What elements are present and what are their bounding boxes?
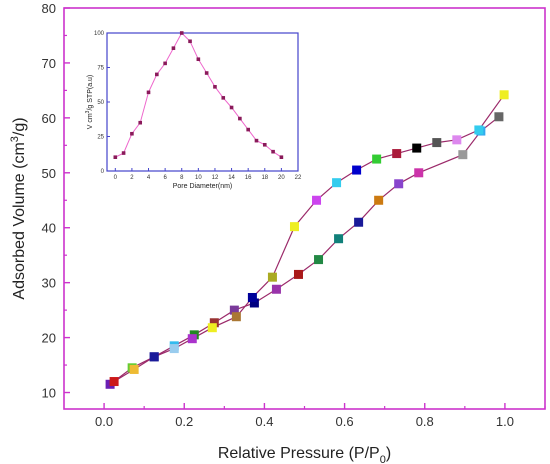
inset-point — [121, 151, 126, 155]
series-2-point — [267, 272, 277, 282]
inset-point — [271, 149, 275, 154]
series-2-point — [372, 154, 382, 164]
series-2-point — [169, 344, 179, 354]
series-1-point — [394, 179, 404, 189]
inset-chart: 0 2 4 6 8 10 12 14 16 18 20 22 0 25 50 75 100 Pore Diamet… — [85, 31, 302, 190]
series-2-point — [231, 312, 241, 322]
series-2-point — [474, 125, 484, 135]
inset-point — [262, 142, 267, 147]
inset-x-tick-label: 14 — [228, 175, 235, 181]
inset-point — [155, 72, 159, 77]
series-2-point — [392, 149, 402, 159]
inset-y-tick-label: 100 — [94, 31, 105, 37]
series-1-point — [334, 234, 344, 244]
series-1-point — [249, 298, 259, 308]
x-tick-label: 0.4 — [255, 414, 273, 429]
series-1-point — [271, 284, 281, 294]
inset-x-tick-label: 8 — [180, 175, 184, 181]
x-tick-label: 0.0 — [95, 414, 113, 429]
y-tick-label: 40 — [42, 221, 56, 236]
inset-x-tick-label: 10 — [195, 175, 202, 181]
series-2-point — [312, 195, 322, 205]
x-tick-label: 0.8 — [416, 414, 434, 429]
series-2-point — [332, 178, 342, 188]
inset-point — [113, 155, 118, 159]
series-1-point — [414, 168, 424, 178]
y-tick-label: 80 — [42, 1, 56, 16]
inset-y-axis-label: V cm3/g STP(a.u) — [85, 75, 94, 130]
x-tick-label: 0.6 — [336, 414, 354, 429]
inset-x-tick-label: 6 — [163, 175, 167, 181]
inset-point — [171, 46, 176, 50]
series-1-point — [314, 255, 324, 265]
series-1-point — [458, 150, 468, 160]
series-2-point — [247, 292, 257, 302]
series-1-point — [494, 112, 504, 122]
inset-frame — [106, 32, 299, 172]
series-2-point — [432, 138, 442, 148]
series-1-point — [374, 195, 384, 205]
series-2-point — [207, 323, 217, 333]
series-2-point — [412, 143, 422, 153]
inset-point — [196, 57, 201, 62]
inset-y-tick-label: 75 — [97, 66, 104, 72]
y-axis-label: Adsorbed Volume (cm3/g) — [9, 117, 28, 299]
inset-x-tick-label: 12 — [212, 175, 219, 181]
inset-point — [204, 71, 209, 75]
inset-y-tick-label: 25 — [97, 135, 104, 141]
series-2-point — [109, 377, 119, 387]
inset-x-tick-label: 20 — [278, 175, 285, 181]
inset-point — [163, 61, 167, 66]
series-2-point — [452, 135, 462, 145]
inset-x-tick-label: 4 — [147, 175, 151, 181]
series-2-point — [129, 364, 139, 374]
x-axis-label: Relative Pressure (P/P0) — [218, 445, 391, 464]
inset-point — [229, 105, 234, 110]
inset-point — [254, 138, 259, 143]
y-tick-label: 10 — [42, 386, 56, 401]
series-2-point — [289, 222, 299, 232]
y-tick-label: 20 — [42, 331, 56, 346]
x-tick-label: 1.0 — [496, 414, 514, 429]
inset-point — [246, 127, 250, 132]
series-2-point — [499, 90, 509, 100]
series-1-point — [229, 305, 239, 315]
inset-point — [213, 85, 217, 89]
inset-x-axis-label: Pore Diameter(nm) — [173, 183, 233, 190]
series-1-point — [209, 318, 219, 328]
inset-x-tick-label: 18 — [261, 175, 268, 181]
inset-x-tick-label: 16 — [245, 175, 252, 181]
y-tick-label: 60 — [42, 111, 56, 126]
series-1-point — [293, 269, 303, 279]
inset-point — [130, 131, 134, 136]
series-2-point — [352, 165, 362, 175]
inset-x-tick-label: 0 — [114, 175, 118, 181]
y-tick-label: 30 — [42, 276, 56, 291]
inset-point — [188, 39, 192, 44]
inset-x-tick-label: 22 — [295, 175, 302, 181]
y-tick-label: 70 — [42, 56, 56, 71]
inset-y-tick-label: 50 — [97, 100, 104, 106]
inset-point — [221, 96, 226, 100]
series-1-point — [354, 217, 364, 227]
inset-x-tick-label: 2 — [130, 175, 134, 181]
main-chart: 0.0 0.2 0.4 0.6 0.8 1.01020304050607080Relati… — [9, 1, 546, 464]
inset-point — [279, 155, 284, 159]
series-2-point — [187, 334, 197, 344]
x-tick-label: 0.2 — [175, 414, 193, 429]
inset-point — [138, 120, 143, 125]
inset-y-tick-label: 0 — [101, 169, 105, 175]
inset-point — [146, 90, 151, 95]
inset-point — [179, 31, 184, 35]
y-tick-label: 50 — [42, 166, 56, 181]
inset-point — [238, 116, 242, 121]
series-2-point — [149, 352, 159, 362]
